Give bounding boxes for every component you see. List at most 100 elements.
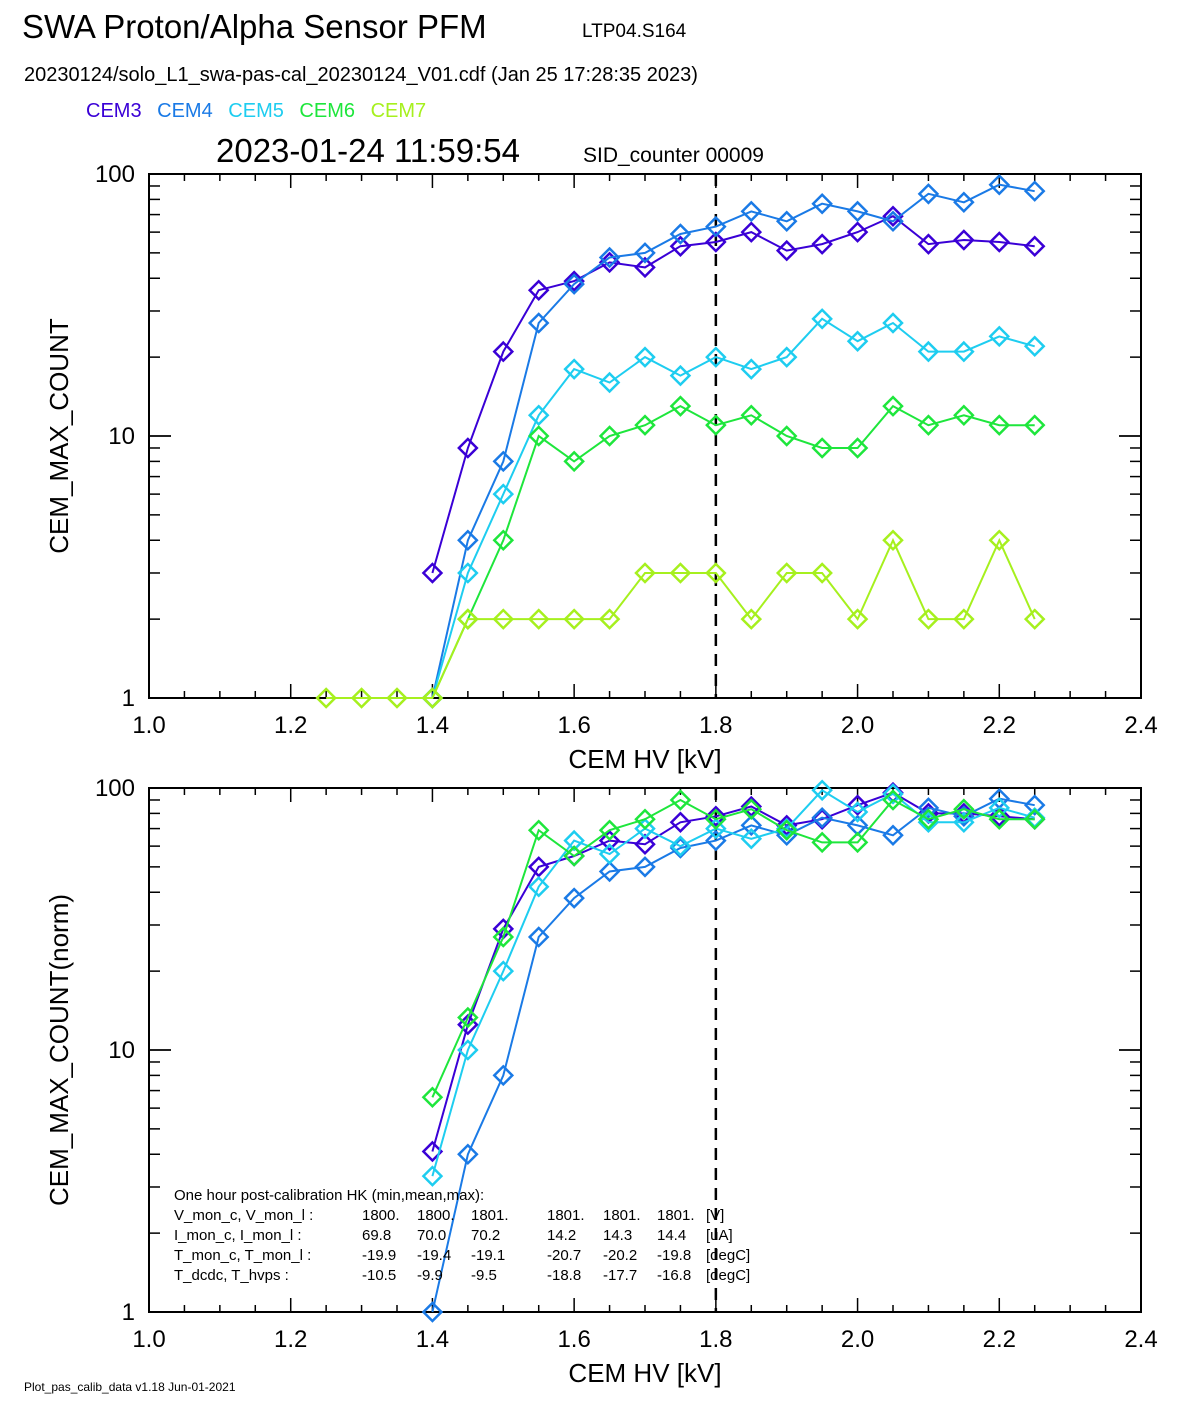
footer-version: Plot_pas_calib_data v1.18 Jun-01-2021 [24, 1380, 236, 1394]
chart-panel-1 [148, 173, 1142, 709]
hk-row-label: I_mon_c, I_mon_l : [174, 1227, 302, 1244]
data-point [598, 829, 621, 852]
data-point [527, 404, 550, 427]
data-point [669, 562, 692, 584]
data-point [563, 845, 585, 867]
data-point [527, 312, 550, 334]
file-line: 20230124/solo_L1_swa-pas-cal_20230124_V0… [24, 64, 698, 86]
data-point [634, 856, 656, 878]
data-point [705, 562, 727, 584]
data-point [669, 235, 692, 258]
hk-value: 1801. [471, 1207, 509, 1224]
y-tick-label: 10 [108, 1037, 135, 1064]
data-point [527, 875, 550, 898]
series-cem5 [421, 308, 1046, 709]
data-point [846, 794, 869, 816]
data-point [953, 811, 975, 834]
hk-value: 1801. [547, 1207, 585, 1224]
series-cem5 [421, 779, 1046, 1187]
sid-counter: SID_counter 00009 [583, 144, 764, 167]
data-point [917, 797, 940, 819]
y-axis-label: CEM_MAX_COUNT(norm) [44, 894, 74, 1206]
y-axis-label: CEM_MAX_COUNT [44, 318, 74, 554]
data-point [846, 330, 869, 352]
data-point [1023, 608, 1046, 630]
hk-unit: [degC] [706, 1247, 750, 1264]
data-point [563, 608, 585, 630]
test-id: LTP04.S164 [582, 21, 687, 42]
data-point [775, 562, 798, 584]
data-point [1023, 180, 1046, 202]
x-tick-label: 2.4 [1124, 1326, 1157, 1353]
data-point [988, 414, 1011, 436]
data-point [953, 798, 975, 820]
hk-value: -20.2 [603, 1247, 637, 1264]
data-point [740, 608, 763, 630]
hk-row-label: V_mon_c, V_mon_l : [174, 1207, 313, 1224]
data-point [421, 1165, 444, 1187]
hk-value: 70.2 [471, 1227, 500, 1244]
data-point [563, 270, 585, 292]
data-point [846, 200, 869, 223]
hk-box: One hour post-calibration HK (min,mean,m… [174, 1187, 750, 1284]
hk-value: 14.3 [603, 1227, 632, 1244]
data-point [988, 325, 1011, 348]
data-point [457, 608, 479, 630]
data-point [705, 346, 727, 368]
hk-value: -9.5 [471, 1267, 497, 1284]
data-point [917, 811, 940, 834]
data-point [669, 837, 692, 859]
data-point [705, 215, 727, 238]
hk-value: 1800. [362, 1207, 400, 1224]
data-point [846, 831, 869, 854]
x-tick-label: 2.4 [1124, 712, 1157, 739]
data-point [1023, 235, 1046, 258]
hk-value: 1801. [657, 1207, 695, 1224]
data-point [705, 414, 727, 436]
x-axis-label: CEM HV [kV] [568, 744, 721, 774]
data-point [421, 687, 444, 709]
hk-value: 14.2 [547, 1227, 576, 1244]
data-point [811, 562, 833, 584]
data-point [421, 1140, 444, 1163]
data-point [811, 779, 833, 802]
data-point [882, 789, 904, 811]
data-point [953, 404, 975, 427]
data-point [563, 273, 585, 295]
data-point [988, 173, 1011, 196]
data-point [917, 608, 940, 630]
x-tick-label: 2.2 [983, 1326, 1016, 1353]
series-line [431, 798, 1035, 1098]
data-point [598, 819, 621, 841]
series-cem6 [421, 789, 1046, 1109]
hk-unit: [V] [706, 1207, 724, 1224]
hk-value: -9.9 [417, 1267, 443, 1284]
data-point [492, 340, 515, 363]
data-point [988, 231, 1011, 253]
series-line [431, 791, 1035, 1152]
hk-value: 1800. [417, 1207, 455, 1224]
legend-entry-cem7: CEM7 [370, 100, 427, 122]
series-line [326, 537, 1036, 699]
data-point [1023, 414, 1046, 436]
hk-value: -10.5 [362, 1267, 396, 1284]
data-point [775, 346, 798, 368]
data-point [492, 450, 515, 473]
data-point [811, 831, 833, 854]
data-point [457, 1039, 479, 1061]
data-point [492, 483, 515, 505]
x-tick-label: 2.0 [841, 1326, 874, 1353]
x-tick-label: 1.2 [274, 712, 307, 739]
data-point [846, 608, 869, 630]
data-point [740, 814, 763, 837]
x-tick-label: 1.4 [416, 712, 449, 739]
series-cem3 [421, 205, 1046, 584]
data-point [492, 1064, 515, 1087]
data-point [811, 437, 833, 459]
hk-value: -19.4 [417, 1247, 451, 1264]
data-point [953, 191, 975, 214]
x-tick-label: 1.4 [416, 1326, 449, 1353]
legend-entry-cem3: CEM3 [86, 100, 142, 122]
series-line [431, 317, 1035, 699]
